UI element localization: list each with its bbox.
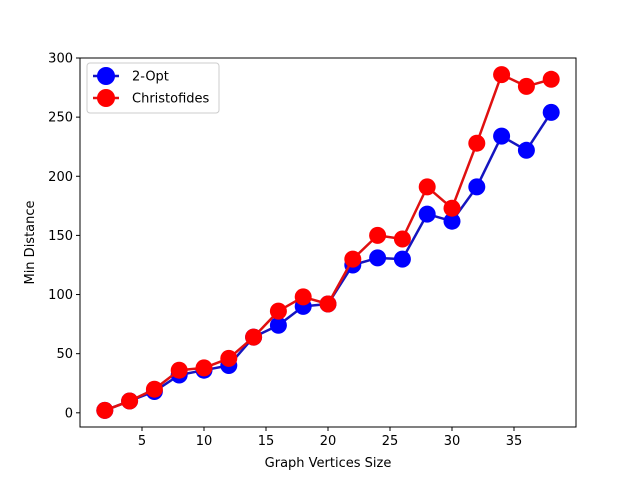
- data-point-christofides: [418, 178, 436, 196]
- y-axis-title: Min Distance: [23, 200, 38, 284]
- series-christofides: [96, 66, 560, 419]
- data-point-christofides: [443, 199, 461, 217]
- data-point-christofides: [344, 250, 362, 268]
- x-axis-title: Graph Vertices Size: [265, 456, 392, 471]
- x-tick-label: 15: [258, 434, 275, 449]
- data-point-christofides: [468, 134, 486, 152]
- y-tick-label: 0: [65, 406, 73, 421]
- y-tick-label: 100: [48, 288, 73, 303]
- data-point-christofides: [220, 349, 238, 367]
- data-point-christofides: [170, 361, 188, 379]
- x-tick-label: 10: [196, 434, 213, 449]
- data-point-christofides: [393, 230, 411, 248]
- data-point-2-opt: [468, 178, 486, 196]
- y-tick-label: 150: [48, 229, 73, 244]
- y-axis: 0 50 100 150 200 250 300: [48, 52, 80, 421]
- legend-marker-christofides: [97, 89, 115, 107]
- data-point-2-opt: [369, 249, 387, 267]
- x-tick-label: 5: [138, 434, 146, 449]
- data-point-christofides: [245, 328, 263, 346]
- series-layer: [96, 66, 560, 419]
- legend-label-2-opt: 2-Opt: [132, 70, 169, 85]
- y-tick-label: 300: [48, 52, 73, 67]
- data-point-christofides: [319, 295, 337, 313]
- data-point-2-opt: [443, 212, 461, 230]
- data-point-2-opt: [393, 250, 411, 268]
- data-point-2-opt: [542, 103, 560, 121]
- x-tick-label: 20: [320, 434, 337, 449]
- legend-marker-2-opt: [97, 67, 115, 85]
- data-point-christofides: [517, 77, 535, 95]
- data-point-christofides: [195, 359, 213, 377]
- y-tick-label: 50: [56, 347, 73, 362]
- y-tick-label: 200: [48, 170, 73, 185]
- data-point-christofides: [269, 302, 287, 320]
- data-point-2-opt: [418, 205, 436, 223]
- data-point-christofides: [121, 392, 139, 410]
- data-point-2-opt: [269, 316, 287, 334]
- data-point-christofides: [369, 226, 387, 244]
- data-point-2-opt: [517, 141, 535, 159]
- legend-box: [86, 62, 220, 114]
- x-tick-label: 25: [382, 434, 399, 449]
- data-point-christofides: [542, 70, 560, 88]
- data-point-christofides: [294, 288, 312, 306]
- data-point-christofides: [493, 66, 511, 84]
- data-point-christofides: [96, 401, 114, 419]
- legend-label-christofides: Christofides: [132, 92, 210, 107]
- data-point-christofides: [145, 380, 163, 398]
- y-tick-label: 250: [48, 111, 73, 126]
- x-axis: 5 10 15 20 25 30 35: [138, 427, 522, 449]
- x-tick-label: 35: [506, 434, 523, 449]
- legend: 2-Opt Christofides: [86, 62, 220, 114]
- x-tick-label: 30: [444, 434, 461, 449]
- data-point-2-opt: [493, 127, 511, 145]
